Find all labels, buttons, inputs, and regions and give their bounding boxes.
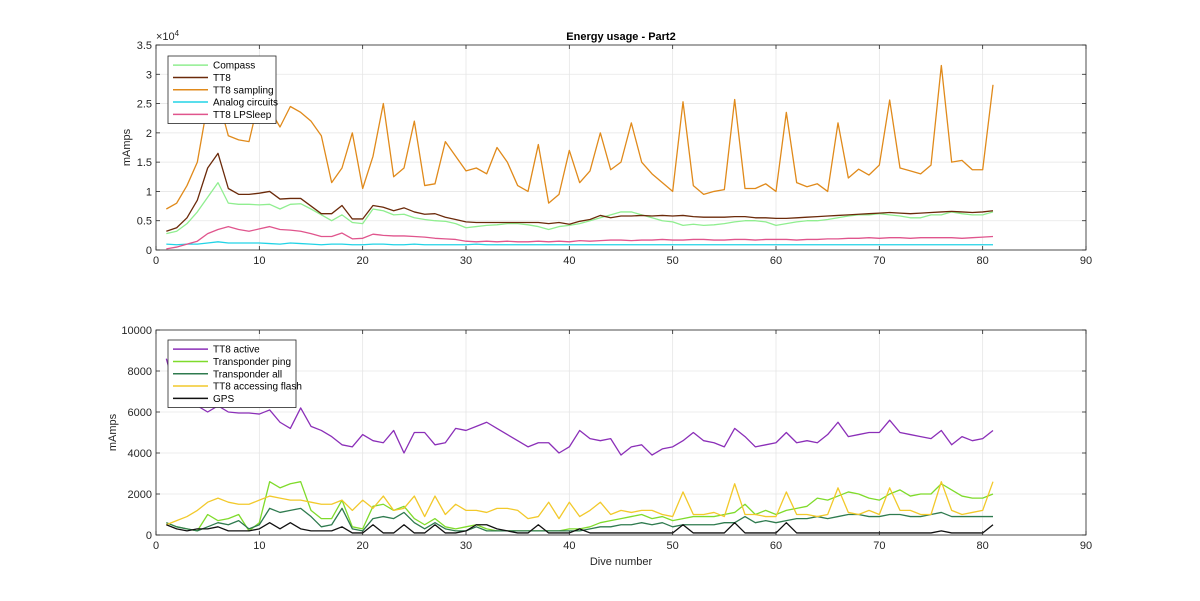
bottom-legend-label-gps: GPS (213, 394, 234, 405)
top-x-tick-label: 10 (253, 255, 265, 267)
bottom-legend-label-transponder-ping: Transponder ping (213, 357, 291, 368)
bottom-series-gps (166, 522, 994, 534)
top-x-tick-label: 0 (153, 255, 159, 267)
top-series-analog-circuits (166, 241, 993, 246)
top-x-tick-label: 80 (977, 255, 989, 267)
top-legend-label-tt8-lpsleep: TT8 LPSleep (213, 110, 272, 121)
bottom-x-tick-label: 60 (770, 540, 782, 552)
top-chart-title: Energy usage - Part2 (566, 31, 675, 43)
top-y-tick-label: 3.5 (137, 40, 152, 52)
top-series-tt8-sampling (166, 64, 994, 210)
bottom-y-tick-label: 4000 (128, 448, 152, 460)
bottom-legend-label-transponder-all: Transponder all (213, 369, 282, 380)
bottom-x-axis-label: Dive number (590, 556, 653, 568)
top-x-tick-label: 90 (1080, 255, 1092, 267)
bottom-y-tick-label: 8000 (128, 366, 152, 378)
top-y-tick-label: 3 (146, 69, 152, 81)
top-y-exponent-power: 4 (175, 29, 180, 38)
top-legend-label-tt8: TT8 (213, 73, 231, 84)
top-series-tt8 (166, 152, 994, 232)
top-x-tick-label: 40 (563, 255, 575, 267)
bottom-y-axis-label: mAmps (107, 413, 119, 451)
bottom-axes-frame (155, 329, 1087, 536)
top-x-tick-label: 70 (873, 255, 885, 267)
bottom-x-tick-label: 80 (977, 540, 989, 552)
bottom-legend-label-tt8-accessing-flash: TT8 accessing flash (213, 382, 302, 393)
top-y-tick-label: 1.5 (137, 157, 152, 169)
bottom-series-tt8-active (165, 358, 994, 456)
bottom-series-tt8-accessing-flash (166, 481, 994, 526)
bottom-x-tick-label: 10 (253, 540, 265, 552)
top-series-group (166, 64, 994, 250)
top-x-tick-label: 60 (770, 255, 782, 267)
top-plot-area (156, 45, 1086, 250)
top-x-tick-label: 50 (667, 255, 679, 267)
bottom-x-tick-label: 70 (873, 540, 885, 552)
top-y-exponent-label: ×104 (156, 29, 180, 43)
top-series-compass (166, 181, 994, 235)
bottom-ticks: 0 10 20 30 40 50 60 70 80 90 0 2000 4000 6000 8000 1000… (121, 325, 1092, 552)
bottom-y-tick-label: 6000 (128, 407, 152, 419)
top-series-tt8-lpsleep (166, 225, 994, 250)
top-chart: 0 10 20 30 40 50 60 70 80 90 0 0.5 1 1.5 2 2.5 3 3.5 Ener… (121, 29, 1092, 267)
top-x-tick-label: 30 (460, 255, 472, 267)
bottom-y-tick-label: 0 (146, 530, 152, 542)
top-legend-label-compass: Compass (213, 61, 255, 72)
bottom-x-tick-label: 90 (1080, 540, 1092, 552)
bottom-x-tick-label: 20 (357, 540, 369, 552)
bottom-x-tick-label: 0 (153, 540, 159, 552)
bottom-x-tick-label: 50 (667, 540, 679, 552)
top-y-exponent-base: ×10 (156, 31, 175, 43)
bottom-chart: 0 10 20 30 40 50 60 70 80 90 0 2000 4000 6000 8000 1000… (107, 325, 1092, 568)
bottom-y-tick-label: 10000 (121, 325, 152, 337)
bottom-plot-area (156, 330, 1086, 535)
top-y-tick-label: 2.5 (137, 99, 152, 111)
bottom-y-tick-label: 2000 (128, 489, 152, 501)
top-y-tick-label: 0.5 (137, 216, 152, 228)
top-y-tick-label: 1 (146, 186, 152, 198)
bottom-legend-label-tt8-active: TT8 active (213, 345, 260, 356)
bottom-x-tick-label: 30 (460, 540, 472, 552)
bottom-series-group (165, 358, 994, 534)
top-ticks: 0 10 20 30 40 50 60 70 80 90 0 0.5 1 1.5 2 2.5 3 3.5 (137, 40, 1092, 267)
top-legend-label-analog-circuits: Analog circuits (213, 98, 278, 109)
top-y-tick-label: 0 (146, 245, 152, 257)
bottom-x-tick-label: 40 (563, 540, 575, 552)
bottom-series-transponder-all (166, 507, 993, 532)
top-legend-label-tt8-sampling: TT8 sampling (213, 85, 274, 96)
top-y-tick-label: 2 (146, 128, 152, 140)
top-y-axis-label: mAmps (121, 128, 133, 166)
top-x-tick-label: 20 (357, 255, 369, 267)
top-axes-frame (155, 44, 1087, 251)
